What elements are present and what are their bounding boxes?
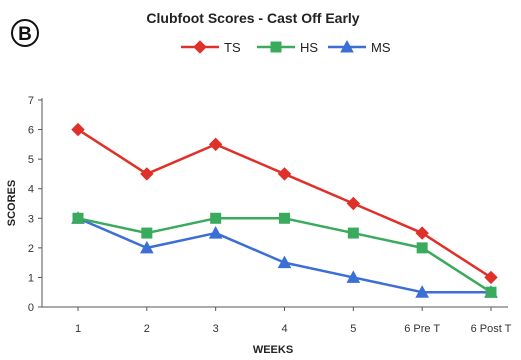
data-point-ts: [277, 167, 292, 181]
chart-axes: 0 1 2 3 4 5 6 7 1 2 3 4 5 6 Pre T 6 Post T: [28, 95, 512, 335]
legend-label: TS: [224, 40, 241, 55]
x-tick-label: 4: [281, 323, 287, 335]
y-tick-label: 4: [28, 184, 34, 196]
chart-title: Clubfoot Scores - Cast Off Early: [146, 10, 359, 26]
y-tick-label: 6: [28, 125, 34, 137]
x-axis-title: WEEKS: [253, 344, 293, 356]
data-point-ts: [346, 196, 361, 211]
data-point-ms: [346, 270, 361, 283]
x-tick-label: 5: [350, 323, 356, 335]
series-line-ms: [77, 217, 491, 294]
x-tick-label: 3: [213, 323, 219, 335]
legend-item-hs: HS: [257, 40, 318, 55]
data-point-ts: [415, 226, 429, 240]
y-tick-label: 0: [28, 302, 34, 314]
y-axis-title: SCORES: [6, 180, 18, 226]
data-point-hs: [485, 286, 497, 298]
legend-marker-ts: [193, 40, 207, 54]
y-tick-label: 1: [28, 272, 34, 284]
y-tick-label: 3: [28, 213, 34, 225]
data-point-ms: [208, 226, 223, 239]
data-point-hs: [72, 212, 84, 224]
y-tick-label: 7: [28, 95, 34, 107]
data-point-ms: [415, 285, 430, 298]
legend-label: HS: [300, 40, 318, 55]
legend-marker-ms: [340, 39, 354, 53]
legend-item-ts: TS: [181, 40, 241, 55]
data-point-ms: [277, 255, 292, 269]
data-point-hs: [141, 227, 153, 239]
y-tick-label: 2: [28, 243, 34, 255]
data-point-ts: [140, 167, 154, 181]
data-point-hs: [210, 212, 222, 224]
panel-label-circle: [11, 19, 39, 47]
data-point-ms: [139, 240, 154, 254]
y-tick-label: 5: [28, 154, 34, 166]
panel-label-text: B: [18, 24, 32, 45]
data-point-hs: [279, 212, 290, 224]
x-tick-label: 1: [75, 323, 81, 335]
chart-legend: TS HS MS: [181, 39, 391, 55]
series-line-ts: [77, 128, 492, 279]
legend-label: MS: [371, 40, 391, 55]
data-point-ts: [484, 270, 498, 285]
x-tick-label: 2: [144, 323, 150, 335]
legend-marker-hs: [270, 41, 282, 53]
x-tick-label: 6 Post T: [471, 323, 512, 335]
panel-label-badge: B: [11, 19, 39, 47]
data-point-hs: [347, 227, 359, 239]
data-point-ts: [71, 122, 85, 137]
data-point-ts: [208, 137, 223, 152]
data-point-hs: [416, 242, 428, 254]
legend-item-ms: MS: [328, 39, 391, 55]
chart-series: [71, 122, 498, 298]
x-tick-label: 6 Pre T: [404, 323, 440, 335]
series-line-hs: [77, 217, 492, 294]
series-ts: [71, 122, 498, 285]
series-hs: [72, 212, 497, 298]
